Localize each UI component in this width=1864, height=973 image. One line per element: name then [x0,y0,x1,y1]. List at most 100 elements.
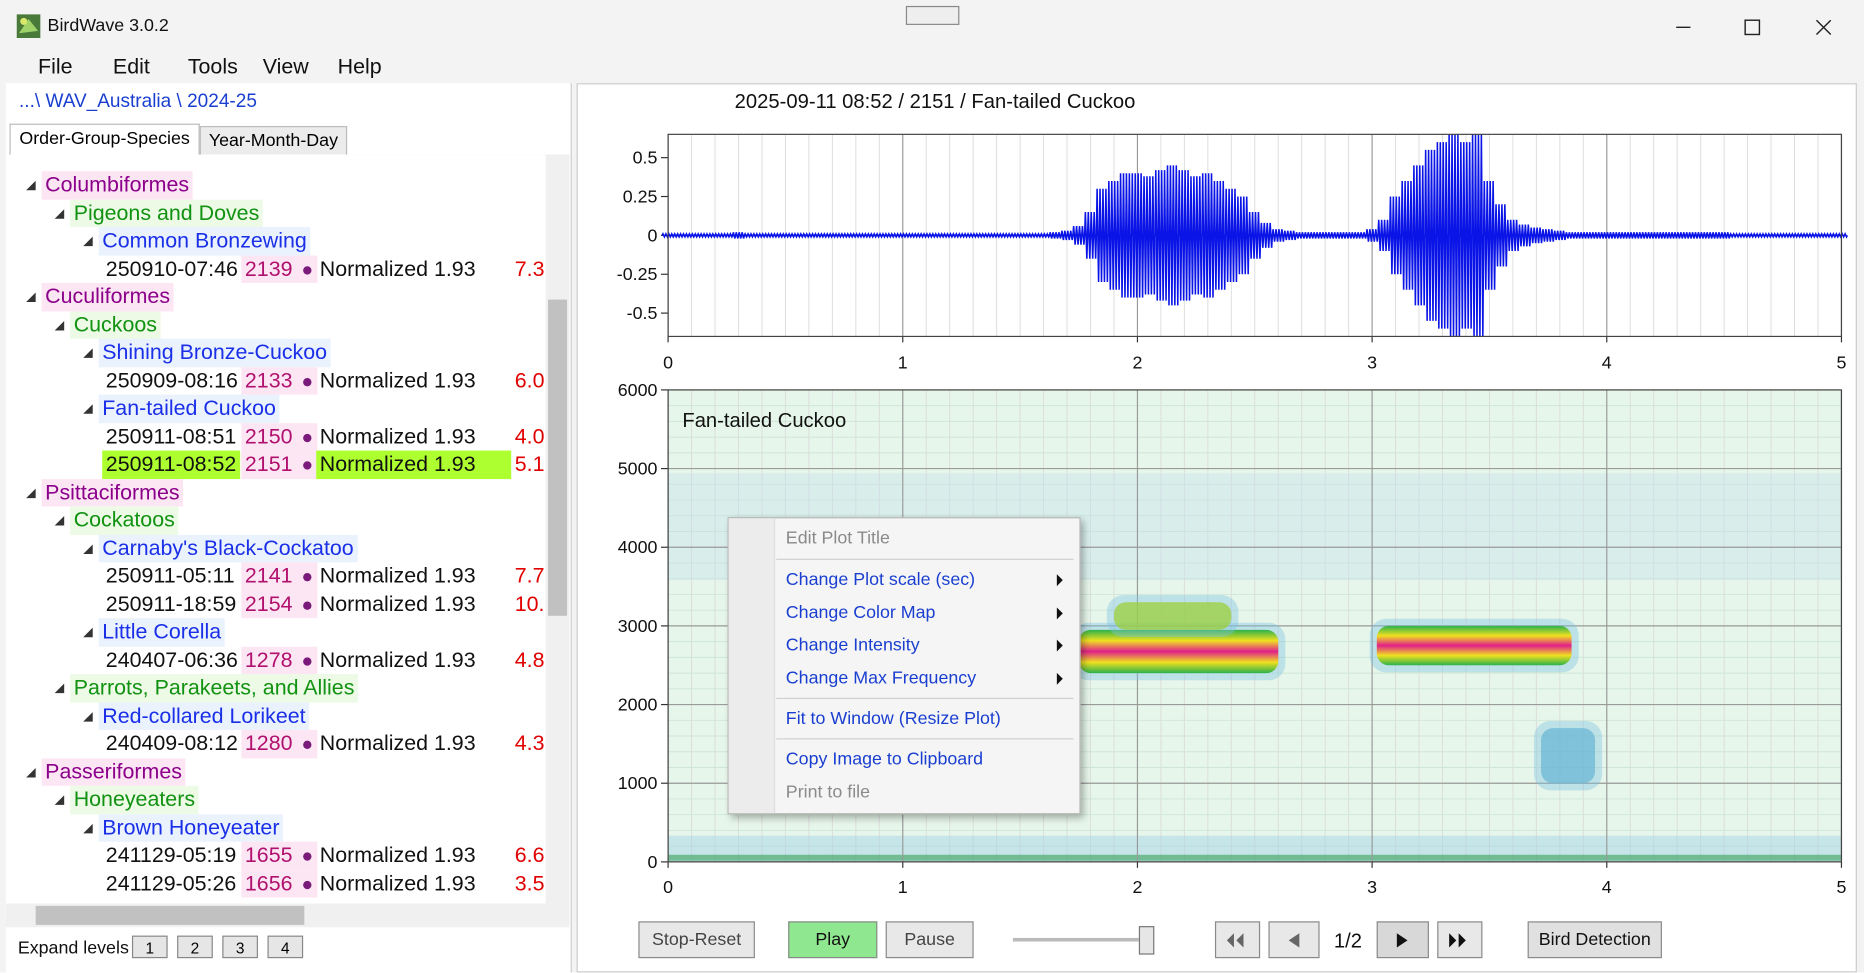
y-tick-label: 0.5 [633,148,658,168]
recording-date[interactable]: 250911-08:52 [102,450,241,479]
expand-arrow[interactable] [26,767,36,777]
recording-method[interactable]: Normalized 1.93 [319,731,476,755]
group-node[interactable]: Cockatoos [70,506,179,535]
species-node[interactable]: Carnaby's Black-Cockatoo [98,534,358,563]
recording-id[interactable]: 2141 [241,562,318,591]
group-node[interactable]: Honeyeaters [70,785,199,814]
menu-item[interactable]: File [38,54,73,79]
play-button[interactable]: Play [788,921,878,959]
expand-arrow[interactable] [54,320,65,330]
recording-method[interactable]: Normalized 1.93 [319,647,476,672]
menu-gutter [728,518,776,814]
recording-method[interactable]: Normalized 1.93 [316,450,512,479]
nav-button[interactable] [1268,921,1320,959]
expand-arrow[interactable] [83,627,93,638]
recording-id[interactable]: 2151 [241,450,318,479]
expand-button[interactable]: 1 [131,935,168,959]
waveform-segment [1564,232,1579,239]
expand-arrow[interactable] [83,711,93,722]
expand-button[interactable]: 4 [267,935,304,959]
tab-active[interactable]: Order-Group-Species [9,123,200,156]
species-node[interactable]: Shining Bronze-Cuckoo [98,338,331,367]
species-node[interactable]: Red-collared Lorikeet [98,701,310,730]
recording-date[interactable]: 241129-05:26 [105,870,237,895]
waveform-segment [1729,232,1743,239]
slider-thumb[interactable] [1138,926,1155,955]
recording-date[interactable]: 250911-08:51 [105,423,237,448]
recording-date[interactable]: 240409-08:12 [105,731,238,755]
order-node[interactable]: Columbiformes [41,171,193,200]
expand-arrow[interactable] [26,488,36,498]
close[interactable] [1815,19,1832,35]
expand-arrow[interactable] [83,236,93,247]
bird-detection-button[interactable]: Bird Detection [1527,921,1662,959]
tab[interactable]: Year-Month-Day [199,126,348,156]
context-menu-item[interactable]: Change Plot scale (sec) [785,569,976,590]
expand-arrow[interactable] [54,795,65,805]
group-node[interactable]: Parrots, Parakeets, and Allies [70,674,358,702]
drag-grip[interactable] [905,5,960,25]
menu-item[interactable]: Help [337,54,382,79]
expand-arrow[interactable] [26,292,36,302]
context-menu-item[interactable]: Change Max Frequency [785,668,977,689]
v-scroll-thumb[interactable] [548,299,568,616]
order-node[interactable]: Passeriformes [41,757,186,786]
expand-button[interactable]: 3 [222,935,258,959]
x-tick-label: 2 [1132,353,1142,373]
recording-method[interactable]: Normalized 1.93 [319,563,476,588]
expand-arrow[interactable] [54,683,65,694]
expand-arrow[interactable] [26,180,36,191]
recording-method[interactable]: Normalized 1.93 [319,591,476,616]
recording-method[interactable]: Normalized 1.93 [319,423,476,448]
nav-button[interactable] [1437,921,1483,959]
species-node[interactable]: Common Bronzewing [98,227,311,255]
context-menu-item[interactable]: Change Color Map [785,602,936,623]
waveform-segment [1177,170,1192,301]
context-menu-item[interactable]: Change Intensity [785,634,920,656]
expand-arrow[interactable] [83,404,93,414]
context-menu-item[interactable]: Copy Image to Clipboard [785,748,984,770]
recording-id[interactable]: 1278 [241,646,318,675]
recording-date[interactable]: 250911-05:11 [105,563,235,588]
expand-arrow[interactable] [54,208,65,219]
menu-item[interactable]: Tools [187,54,238,79]
recording-method[interactable]: Normalized 1.93 [319,256,476,280]
species-node[interactable]: Little Corella [98,618,225,647]
recording-method[interactable]: Normalized 1.93 [319,842,476,867]
order-node[interactable]: Cuculiformes [41,282,174,311]
expand-arrow[interactable] [54,515,65,526]
recording-method[interactable]: Normalized 1.93 [319,367,476,392]
order-node[interactable]: Psittaciformes [41,478,184,507]
recording-date[interactable]: 240407-06:36 [105,647,238,672]
expand-arrow[interactable] [83,543,93,554]
tab-strip: Order-Group-Species Year-Month-Day [9,123,569,156]
nav-button[interactable] [1376,921,1429,959]
expand-arrow[interactable] [83,823,93,833]
slider-track[interactable] [1012,937,1154,942]
maximize[interactable] [1744,19,1761,36]
waveform-segment [1459,142,1473,329]
expand-arrow[interactable] [83,348,93,358]
recording-id[interactable]: 2133 [241,366,318,395]
breadcrumb[interactable]: ...\ WAV_Australia \ 2024-25 [19,91,257,112]
pause-button[interactable]: Pause [885,921,974,959]
menu-item[interactable]: Edit [112,54,150,79]
expand-button[interactable]: 2 [177,935,213,959]
species-node[interactable]: Brown Honeyeater [98,813,284,842]
menu-item[interactable]: View [262,54,309,79]
recording-date[interactable]: 250909-08:16 [105,367,238,392]
recording-method[interactable]: Normalized 1.93 [319,870,476,895]
waveform-segment [743,232,757,239]
context-menu-item[interactable]: Fit to Window (Resize Plot) [785,708,1001,729]
recording-id[interactable]: 2139 [241,254,318,283]
recording-date[interactable]: 241129-05:19 [105,842,237,867]
group-node[interactable]: Cuckoos [70,310,161,339]
waveform-segment [1388,196,1403,275]
h-scroll-thumb[interactable] [35,905,305,925]
group-node[interactable]: Pigeons and Doves [70,199,263,228]
recording-date[interactable]: 250911-18:59 [105,591,237,616]
nav-button[interactable] [1214,921,1261,959]
species-node[interactable]: Fan-tailed Cuckoo [98,394,280,423]
recording-date[interactable]: 250910-07:46 [105,256,238,280]
stop-button[interactable]: Stop-Reset [638,921,755,959]
